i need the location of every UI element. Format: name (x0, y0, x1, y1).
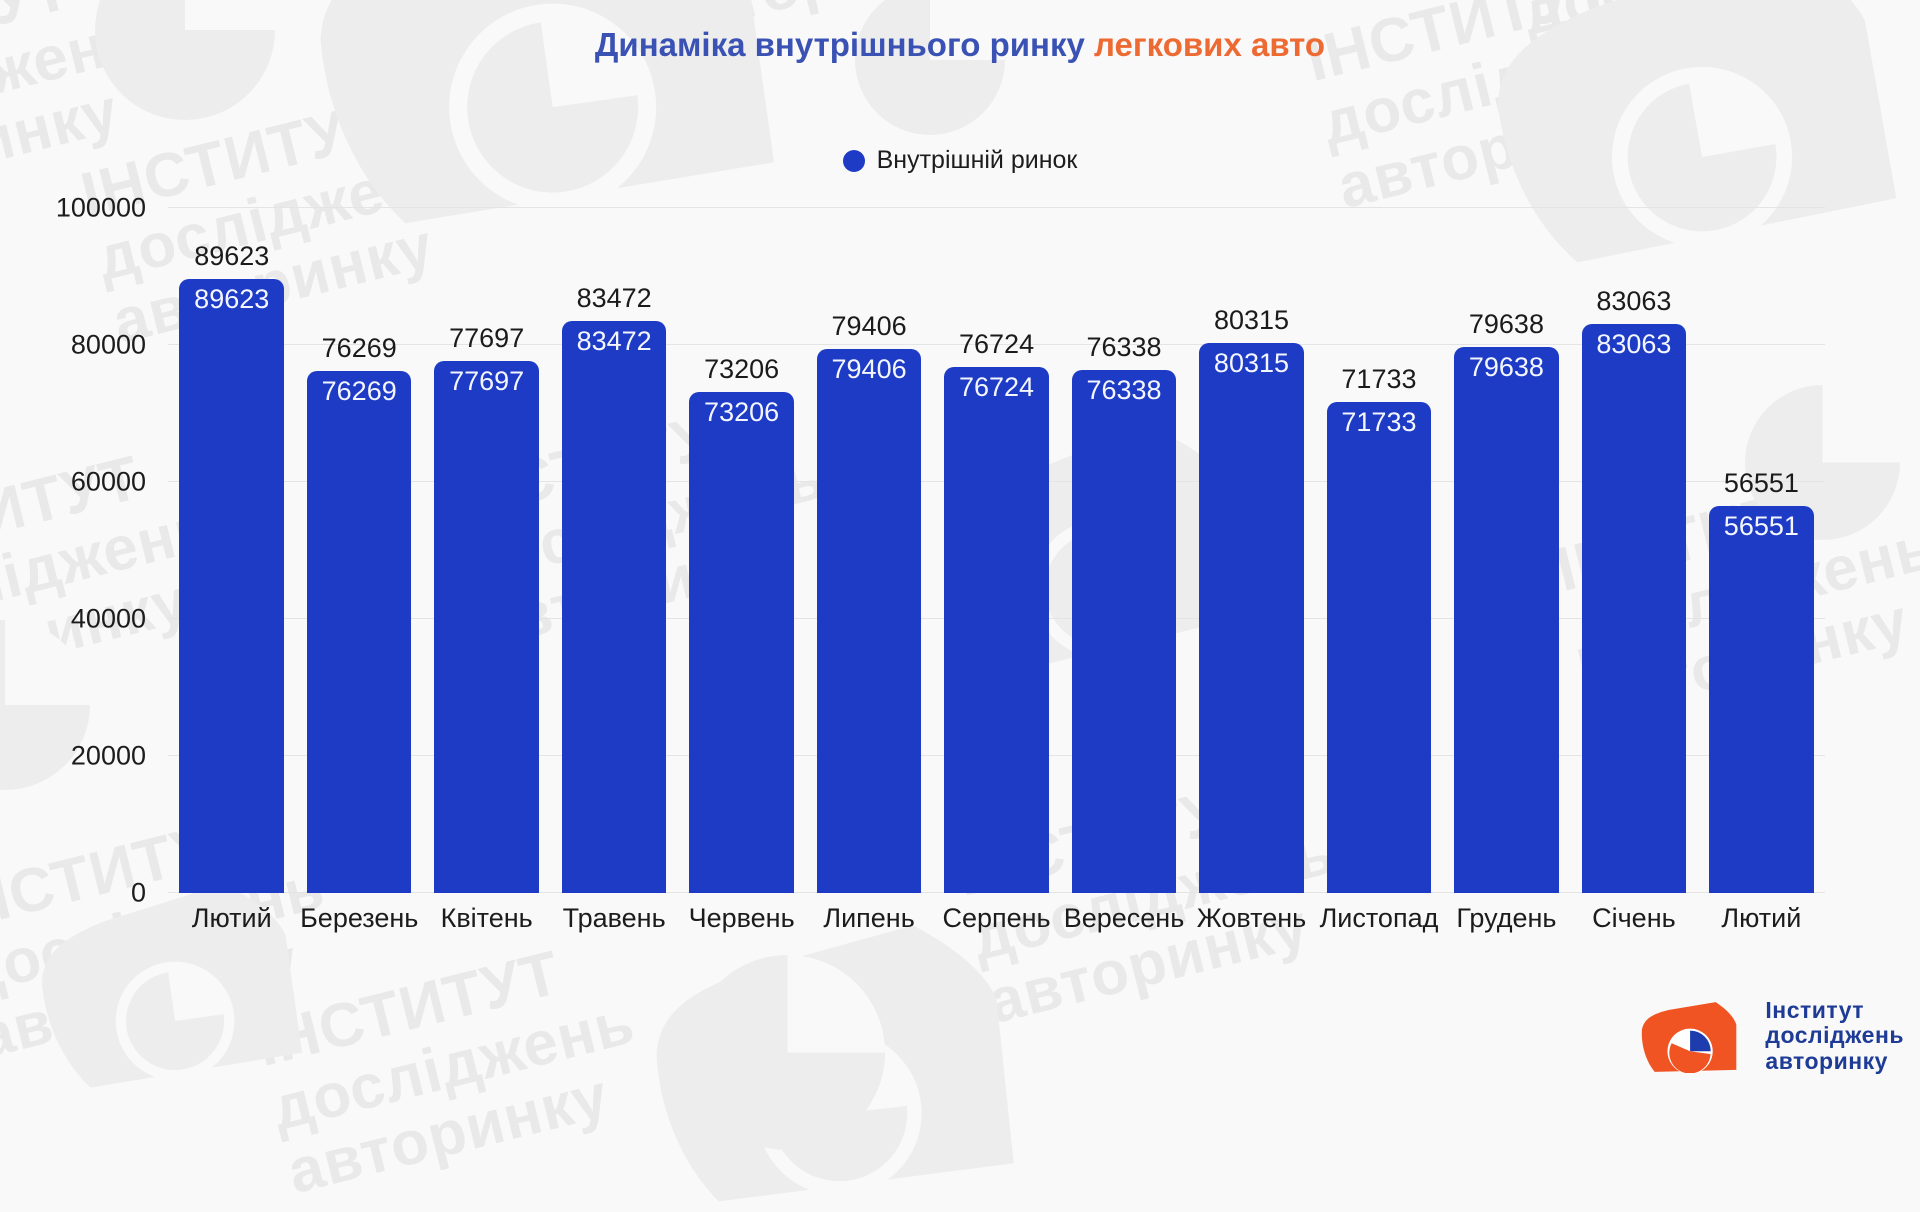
brand-logo-line: Інститут (1765, 997, 1865, 1024)
x-axis-tick-label: Липень (823, 903, 915, 933)
legend-dot-icon (842, 149, 865, 172)
x-axis-tick-label: Вересень (1063, 903, 1185, 933)
brand-logo-car-icon (1642, 1001, 1737, 1073)
bar-slot: 76724 76724 (933, 208, 1060, 893)
bar-value-label-inside: 77697 (449, 365, 525, 396)
bar-value-label-inside: 89623 (194, 284, 270, 315)
bar-value-label-inside: 76338 (1086, 375, 1162, 406)
chart-title-highlight: легкових авто (1094, 26, 1326, 63)
bar: 76338 (1071, 370, 1177, 893)
bar-value-label-above: 76269 (321, 332, 397, 363)
bar-value-label-inside: 71733 (1341, 406, 1417, 437)
bar-value-label-above: 56551 (1723, 467, 1799, 498)
bar-slot: 79406 79406 (805, 208, 932, 893)
bar-slot: 89623 89623 (168, 208, 295, 893)
bar-value-label-above: 79638 (1468, 309, 1544, 340)
bar-value-label-above: 79406 (831, 311, 907, 342)
bar-value-label-above: 71733 (1341, 363, 1417, 394)
x-axis-tick-label: Лютий (1721, 903, 1802, 933)
bar-value-label-inside: 79406 (831, 354, 907, 385)
bar-value-label-above: 76338 (1086, 332, 1162, 363)
bar-slot: 76269 76269 (295, 208, 422, 893)
x-axis-tick-label: Лютий (191, 903, 272, 933)
chart-title-main: Динаміка внутрішнього ринку (594, 26, 1085, 63)
bar: 56551 (1709, 505, 1814, 893)
x-axis-tick-label: Березень (300, 903, 419, 933)
chart-legend: Внутрішній ринок (0, 146, 1920, 175)
bar: 77697 (434, 360, 539, 893)
bar-slot: 77697 77697 (423, 208, 550, 893)
x-axis-tick-label: Жовтень (1196, 903, 1307, 933)
bar-value-label-inside: 83472 (576, 326, 652, 357)
bar: 73206 (689, 391, 794, 893)
chart-title: Динаміка внутрішнього ринку легкових авт… (0, 26, 1920, 64)
bar: 76724 (944, 367, 1049, 893)
bar-slot: 76338 76338 (1060, 208, 1187, 893)
grid-line (168, 207, 1825, 208)
bar-value-label-above: 73206 (704, 353, 780, 384)
bar: 76269 (306, 370, 412, 893)
y-axis: 0 20000 40000 60000 80000 100000 (0, 193, 156, 908)
bar-value-label-inside: 76269 (321, 375, 397, 406)
bar: 79406 (816, 349, 922, 893)
bar-series: 89623 89623 76269 76269 77697 77697 83472 83472… (168, 208, 1825, 893)
bar-value-label-above: 77697 (449, 322, 525, 353)
bar-value-label-above: 83472 (576, 283, 652, 314)
bar-slot: 79638 79638 (1443, 208, 1570, 893)
bar-value-label-above: 89623 (194, 241, 270, 272)
bar: 71733 (1326, 401, 1432, 893)
bar-value-label-above: 76724 (959, 329, 1035, 360)
x-axis: Лютий Березень Квітень Травень Червень Липень… (168, 903, 1825, 934)
plot-area: 89623 89623 76269 76269 77697 77697 83472 83472… (168, 207, 1825, 893)
bar-value-label-inside: 56551 (1723, 510, 1799, 541)
y-axis-tick-label: 40000 (70, 603, 146, 634)
y-axis-tick-label: 80000 (70, 329, 146, 360)
bar-value-label-inside: 76724 (958, 372, 1035, 403)
x-axis-tick-label: Січень (1592, 903, 1676, 933)
bar: 80315 (1199, 342, 1304, 893)
bar-value-label-inside: 80315 (1213, 347, 1290, 378)
y-axis-tick-label: 100000 (55, 192, 146, 223)
bar-slot: 80315 80315 (1188, 208, 1315, 893)
x-axis-tick-label: Грудень (1456, 903, 1557, 933)
brand-logo-line: авторинку (1765, 1047, 1888, 1074)
bar-slot: 83063 83063 (1570, 208, 1697, 893)
bar: 89623 (179, 279, 284, 893)
y-axis-tick-label: 60000 (70, 466, 146, 497)
bar-value-label-above: 83063 (1596, 286, 1672, 317)
x-axis-tick-label: Червень (688, 903, 795, 933)
bar-value-label-inside: 83063 (1596, 329, 1672, 360)
bar: 83472 (561, 321, 667, 893)
bar-slot: 56551 56551 (1698, 208, 1825, 893)
bar-value-label-inside: 73206 (704, 396, 780, 427)
bar-value-label-above: 80315 (1213, 304, 1290, 335)
brand-logo-text: Інститут досліджень авторинку (1765, 997, 1904, 1074)
bar-slot: 83472 83472 (550, 208, 677, 893)
grid-line (168, 344, 1825, 345)
bar-slot: 73206 73206 (678, 208, 805, 893)
y-axis-tick-label: 20000 (70, 740, 146, 771)
brand-logo-line: досліджень (1765, 1022, 1904, 1049)
x-axis-tick-label: Листопад (1319, 903, 1439, 933)
brand-logo: Інститут досліджень авторинку (1637, 997, 1904, 1074)
bar: 83063 (1581, 324, 1687, 893)
bar: 79638 (1454, 347, 1559, 893)
y-axis-tick-label: 0 (130, 877, 146, 908)
bar-value-label-inside: 79638 (1468, 352, 1544, 383)
bar-slot: 71733 71733 (1315, 208, 1442, 893)
x-axis-tick-label: Травень (562, 903, 666, 933)
legend-label: Внутрішній ринок (876, 146, 1078, 174)
x-axis-tick-label: Серпень (942, 903, 1051, 933)
x-axis-tick-label: Квітень (440, 903, 533, 933)
